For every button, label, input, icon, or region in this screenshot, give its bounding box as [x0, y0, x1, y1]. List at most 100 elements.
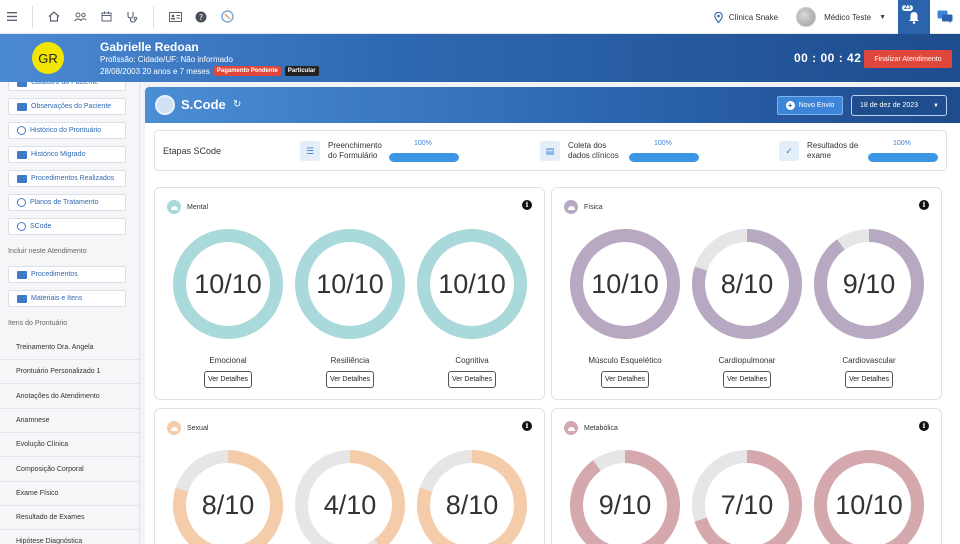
home-icon[interactable]	[41, 0, 67, 34]
scode-logo-icon[interactable]	[214, 0, 240, 34]
help-icon[interactable]: ?	[188, 0, 214, 34]
notification-count: 23	[902, 5, 913, 11]
gauge: 8/10	[692, 229, 802, 339]
include-button-materiais-e-itens[interactable]: Materiais e Itens	[8, 290, 126, 307]
gauge: 8/10	[417, 450, 527, 544]
gauge-ring	[173, 229, 283, 339]
step-percent: 100%	[654, 140, 672, 147]
sidebar-button-hist-rico-migrado[interactable]: Histórico Migrado	[8, 146, 126, 163]
id-card-icon[interactable]	[162, 0, 188, 34]
gauge: 7/10	[692, 450, 802, 544]
step-percent: 100%	[414, 140, 432, 147]
view-details-button[interactable]: Ver Detalhes	[326, 371, 374, 388]
view-details-button[interactable]: Ver Detalhes	[204, 371, 252, 388]
sidebar-button-label: Procedimentos Realizados	[31, 175, 115, 182]
gauge-score: 10/10	[438, 268, 506, 299]
stethoscope-icon[interactable]	[119, 0, 145, 34]
materials-icon	[17, 294, 27, 303]
record-item[interactable]: Resultado de Exames	[0, 506, 139, 531]
chat-icon	[937, 10, 953, 24]
gauge: 10/10	[173, 229, 283, 339]
view-details-button[interactable]: Ver Detalhes	[845, 371, 893, 388]
sidebar-button-hist-rico-do-prontu-rio[interactable]: Histórico do Prontuário	[8, 122, 126, 139]
include-button-procedimentos[interactable]: Procedimentos	[8, 266, 126, 283]
step-percent: 100%	[893, 140, 911, 147]
topbar-right: Clínica Snake Médico Teste ▼ 23	[713, 0, 960, 34]
users-icon[interactable]	[67, 0, 93, 34]
record-item[interactable]: Evolução Clínica	[0, 433, 139, 458]
gauge-ring	[417, 450, 527, 544]
step-1: ☰ Preenchimento do Formulário 100%	[300, 138, 465, 166]
sidebar-button-procedimentos-realizados[interactable]: Procedimentos Realizados	[8, 170, 126, 187]
payment-status-badge: Pagamento Pendente	[213, 66, 281, 76]
record-item[interactable]: Hipótese Diagnóstica	[0, 530, 139, 544]
gauge-score: 10/10	[835, 489, 903, 520]
gauge-fill	[814, 229, 924, 339]
gauge: 8/10	[173, 450, 283, 544]
patient-profession: Profissão: Cidade/UF: Não informado	[100, 55, 233, 64]
info-icon[interactable]: i	[919, 200, 929, 210]
category-card-f-sica: Física i 10/10 Músculo Esquelético Ver Detal…	[551, 187, 942, 400]
card-title: Física	[584, 203, 603, 211]
date-select[interactable]: 18 de dez de 2023 ▼	[851, 95, 947, 116]
info-icon[interactable]: i	[522, 200, 532, 210]
view-details-button[interactable]: Ver Detalhes	[448, 371, 496, 388]
sidebar-button-scode[interactable]: SCode	[8, 218, 126, 235]
view-details-button[interactable]: Ver Detalhes	[601, 371, 649, 388]
gauge-ring	[295, 229, 405, 339]
clinic-selector[interactable]: Clínica Snake	[713, 11, 778, 23]
gauge-label: Emocional	[209, 356, 247, 365]
card-title: Mental	[187, 203, 209, 211]
gauge-fill	[692, 229, 802, 339]
scode-title: S.Code	[181, 97, 226, 112]
record-item[interactable]: Anamnese	[0, 409, 139, 433]
info-icon[interactable]: i	[522, 421, 532, 431]
divider	[32, 5, 33, 28]
step-label: Resultados de exame	[807, 141, 859, 160]
gauge-label: Cardiopulmonar	[718, 356, 776, 365]
step-label: Preenchimento do Formulário	[328, 141, 382, 160]
step-progress-bar	[868, 153, 938, 162]
record-item[interactable]: Prontuário Personalizado 1	[0, 360, 139, 385]
record-item[interactable]: Treinamento Dra. Angela	[0, 336, 139, 360]
sidebar-button-label: Observações do Paciente	[31, 103, 112, 110]
notifications-button[interactable]: 23	[898, 0, 930, 34]
sidebar-button-label: Histórico Migrado	[31, 151, 86, 158]
card-header: Física	[564, 200, 603, 214]
finish-appointment-button[interactable]: Finalizar Atendimento	[864, 50, 952, 68]
record-item[interactable]: Exame Físico	[0, 482, 139, 506]
sidebar-button-cadastro-do-paciente[interactable]: Cadastro do Paciente	[8, 82, 126, 91]
step-progress-bar	[629, 153, 699, 162]
gauge-ring	[173, 450, 283, 544]
calendar-icon[interactable]	[93, 0, 119, 34]
record-item[interactable]: Composição Corporal	[0, 458, 139, 482]
chat-button[interactable]	[930, 0, 960, 34]
gauge-score: 9/10	[842, 268, 896, 299]
step-progress-bar	[389, 153, 459, 162]
scode-logo-icon	[155, 95, 175, 115]
info-icon[interactable]: i	[919, 421, 929, 431]
sidebar-button-planos-de-tratamento[interactable]: Planos de Tratamento	[8, 194, 126, 211]
patient-birth-age: 28/08/2003 20 anos e 7 meses	[100, 66, 210, 76]
new-submission-button[interactable]: + Novo Envio	[777, 96, 843, 115]
step-label: Coleta dos dados clínicos	[568, 141, 619, 160]
gauge-fill	[173, 229, 283, 339]
gauge-fill	[814, 450, 924, 544]
refresh-icon[interactable]: ↻	[233, 99, 242, 110]
view-details-button[interactable]: Ver Detalhes	[723, 371, 771, 388]
chart-icon: ▤	[540, 141, 560, 161]
user-menu[interactable]: Médico Teste ▼	[796, 7, 886, 27]
form-list-icon: ☰	[300, 141, 320, 161]
gauge-label: Resiliência	[330, 356, 370, 365]
sidebar-button-observa-es-do-paciente[interactable]: Observações do Paciente	[8, 98, 126, 115]
category-card-mental: Mental i 10/10 Emocional Ver Detalhes 10/10 Re…	[154, 187, 545, 400]
stethoscope-icon	[17, 126, 26, 135]
chevron-down-icon: ▼	[933, 102, 939, 109]
form-icon	[17, 82, 27, 87]
gauge-ring	[295, 450, 405, 544]
record-item[interactable]: Anotações do Atendimento	[0, 385, 139, 409]
menu-icon[interactable]	[0, 0, 24, 34]
patient-info-line: 28/08/2003 20 anos e 7 meses Pagamento P…	[100, 66, 319, 76]
gauge-score: 7/10	[720, 489, 774, 520]
gauge: 10/10	[295, 229, 405, 339]
